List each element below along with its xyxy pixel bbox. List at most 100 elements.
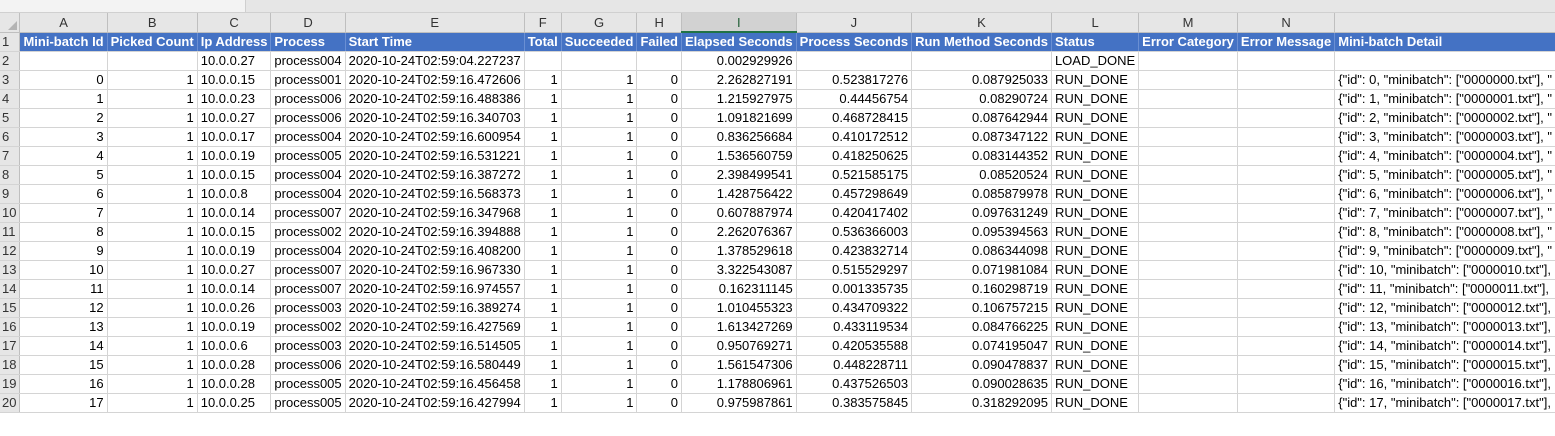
cell[interactable]: 0.383575845 <box>796 393 913 413</box>
cell[interactable]: 1 <box>561 260 638 280</box>
cell[interactable]: 0 <box>636 393 683 413</box>
cell[interactable]: 1 <box>524 108 562 128</box>
cell[interactable]: process005 <box>270 146 346 166</box>
cell[interactable]: 0.087347122 <box>911 127 1052 147</box>
cell[interactable]: 2020-10-24T02:59:04.227237 <box>345 51 525 71</box>
cell[interactable]: 11 <box>19 279 108 299</box>
cell[interactable] <box>1237 70 1336 90</box>
cell[interactable]: RUN_DONE <box>1051 317 1140 337</box>
cell[interactable] <box>561 51 638 71</box>
cell[interactable]: 2020-10-24T02:59:16.427569 <box>345 317 525 337</box>
cell[interactable] <box>1138 127 1238 147</box>
cell[interactable]: RUN_DONE <box>1051 203 1140 223</box>
cell[interactable]: process006 <box>270 355 346 375</box>
cell[interactable]: 0 <box>636 374 683 394</box>
cell[interactable]: {"id": 15, "minibatch": ["0000015.txt"], <box>1334 355 1555 375</box>
cell[interactable]: 10.0.0.27 <box>197 260 272 280</box>
cell[interactable] <box>107 51 198 71</box>
row-header[interactable]: 7 <box>0 146 21 166</box>
header-cell[interactable]: Error Message <box>1237 32 1336 52</box>
header-cell[interactable]: Picked Count <box>107 32 198 52</box>
column-header-l[interactable]: L <box>1051 13 1140 33</box>
cell[interactable]: RUN_DONE <box>1051 70 1140 90</box>
header-cell[interactable]: Mini-batch Id <box>19 32 108 52</box>
cell[interactable]: 1 <box>524 89 562 109</box>
cell[interactable]: 2.262076367 <box>681 222 797 242</box>
cell[interactable]: 1 <box>107 355 198 375</box>
row-header[interactable]: 6 <box>0 127 21 147</box>
cell[interactable]: 1 <box>107 184 198 204</box>
header-cell[interactable]: Elapsed Seconds <box>681 32 797 52</box>
cell[interactable]: 1 <box>561 241 638 261</box>
column-header-d[interactable]: D <box>270 13 346 33</box>
cell[interactable]: 1 <box>107 127 198 147</box>
cell[interactable]: RUN_DONE <box>1051 222 1140 242</box>
cell[interactable]: 2.398499541 <box>681 165 797 185</box>
header-cell[interactable]: Run Method Seconds <box>911 32 1052 52</box>
cell[interactable]: process006 <box>270 89 346 109</box>
cell[interactable]: {"id": 11, "minibatch": ["0000011.txt"], <box>1334 279 1555 299</box>
column-header-n[interactable]: N <box>1237 13 1336 33</box>
cell[interactable]: 0.434709322 <box>796 298 913 318</box>
column-header-extra[interactable] <box>1334 13 1555 33</box>
cell[interactable]: 2 <box>19 108 108 128</box>
cell[interactable]: 10.0.0.19 <box>197 317 272 337</box>
cell[interactable] <box>1138 298 1238 318</box>
cell[interactable]: {"id": 13, "minibatch": ["0000013.txt"], <box>1334 317 1555 337</box>
cell[interactable]: 10.0.0.15 <box>197 165 272 185</box>
cell[interactable]: RUN_DONE <box>1051 184 1140 204</box>
cell[interactable]: 0 <box>636 241 683 261</box>
cell[interactable]: 1 <box>561 374 638 394</box>
cell[interactable]: process001 <box>270 70 346 90</box>
row-header[interactable]: 18 <box>0 355 21 375</box>
cell[interactable] <box>1334 51 1555 71</box>
cell[interactable]: 2020-10-24T02:59:16.488386 <box>345 89 525 109</box>
cell[interactable]: 10.0.0.28 <box>197 355 272 375</box>
cell[interactable]: 7 <box>19 203 108 223</box>
cell[interactable]: 8 <box>19 222 108 242</box>
cell[interactable]: 0.423832714 <box>796 241 913 261</box>
cell[interactable] <box>1138 146 1238 166</box>
cell[interactable]: 0.975987861 <box>681 393 797 413</box>
cell[interactable]: 1 <box>524 336 562 356</box>
row-header[interactable]: 5 <box>0 108 21 128</box>
row-header[interactable]: 17 <box>0 336 21 356</box>
row-header[interactable]: 14 <box>0 279 21 299</box>
cell[interactable]: 1 <box>561 165 638 185</box>
cell[interactable]: {"id": 4, "minibatch": ["0000004.txt"], … <box>1334 146 1555 166</box>
cell[interactable] <box>1138 203 1238 223</box>
cell[interactable]: 1.536560759 <box>681 146 797 166</box>
column-header-b[interactable]: B <box>107 13 198 33</box>
cell[interactable]: 1 <box>107 374 198 394</box>
cell[interactable]: 1.378529618 <box>681 241 797 261</box>
cell[interactable] <box>796 51 913 71</box>
cell[interactable]: {"id": 14, "minibatch": ["0000014.txt"], <box>1334 336 1555 356</box>
cell[interactable]: 2020-10-24T02:59:16.472606 <box>345 70 525 90</box>
cell[interactable]: 0.521585175 <box>796 165 913 185</box>
row-header[interactable]: 8 <box>0 165 21 185</box>
cell[interactable] <box>1237 108 1336 128</box>
cell[interactable] <box>1138 70 1238 90</box>
cell[interactable]: 1 <box>524 127 562 147</box>
cell[interactable]: 13 <box>19 317 108 337</box>
cell[interactable] <box>1138 317 1238 337</box>
cell[interactable] <box>1237 374 1336 394</box>
cell[interactable]: 4 <box>19 146 108 166</box>
cell[interactable] <box>1237 241 1336 261</box>
row-header[interactable]: 10 <box>0 203 21 223</box>
cell[interactable]: 10.0.0.23 <box>197 89 272 109</box>
cell[interactable]: 1 <box>524 298 562 318</box>
cell[interactable]: 2020-10-24T02:59:16.580449 <box>345 355 525 375</box>
cell[interactable]: 2.262827191 <box>681 70 797 90</box>
cell[interactable]: 1 <box>107 336 198 356</box>
header-cell[interactable]: Total <box>524 32 562 52</box>
cell[interactable] <box>1138 222 1238 242</box>
row-header[interactable]: 12 <box>0 241 21 261</box>
cell[interactable]: 1.178806961 <box>681 374 797 394</box>
row-header[interactable]: 15 <box>0 298 21 318</box>
cell[interactable]: RUN_DONE <box>1051 108 1140 128</box>
cell[interactable]: 1 <box>561 108 638 128</box>
cell[interactable]: 10 <box>19 260 108 280</box>
header-cell[interactable]: Start Time <box>345 32 525 52</box>
cell[interactable]: 1.613427269 <box>681 317 797 337</box>
